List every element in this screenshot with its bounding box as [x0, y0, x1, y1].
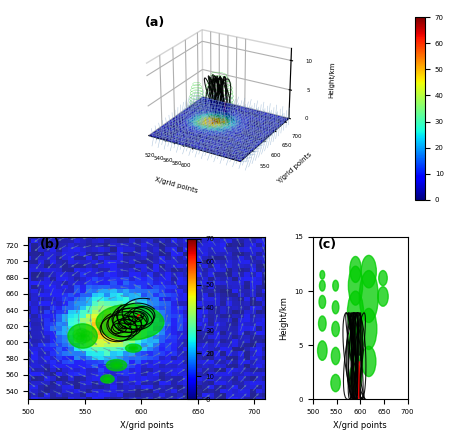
Ellipse shape [361, 255, 376, 288]
Ellipse shape [76, 329, 87, 337]
Ellipse shape [73, 329, 85, 339]
Text: (c): (c) [318, 238, 337, 251]
Ellipse shape [81, 335, 90, 342]
Ellipse shape [127, 321, 145, 331]
Ellipse shape [112, 319, 131, 329]
Ellipse shape [106, 378, 111, 381]
Ellipse shape [125, 312, 146, 324]
Ellipse shape [116, 363, 123, 367]
Ellipse shape [361, 309, 377, 349]
Ellipse shape [111, 361, 120, 366]
Ellipse shape [331, 347, 340, 365]
Ellipse shape [68, 324, 97, 348]
Ellipse shape [128, 347, 135, 350]
Ellipse shape [115, 365, 122, 368]
Ellipse shape [106, 359, 127, 371]
Ellipse shape [379, 270, 387, 286]
Ellipse shape [100, 375, 114, 383]
Ellipse shape [81, 330, 90, 337]
Ellipse shape [347, 291, 364, 334]
Text: (a): (a) [145, 16, 165, 29]
Ellipse shape [76, 335, 87, 344]
Ellipse shape [130, 348, 135, 351]
X-axis label: X/grid points: X/grid points [120, 421, 174, 430]
Ellipse shape [359, 270, 378, 322]
Ellipse shape [350, 256, 361, 283]
Ellipse shape [319, 280, 325, 291]
Ellipse shape [110, 362, 118, 367]
Ellipse shape [319, 316, 326, 331]
X-axis label: X/grid points: X/grid points [154, 176, 198, 194]
Ellipse shape [108, 378, 111, 380]
Ellipse shape [331, 375, 340, 392]
Ellipse shape [134, 347, 138, 349]
Ellipse shape [132, 346, 137, 349]
Ellipse shape [73, 333, 84, 342]
Ellipse shape [81, 331, 92, 341]
Ellipse shape [96, 304, 164, 340]
Text: (b): (b) [40, 238, 61, 251]
Ellipse shape [129, 345, 136, 349]
Ellipse shape [362, 346, 376, 377]
Ellipse shape [110, 364, 118, 368]
Ellipse shape [132, 348, 137, 351]
Ellipse shape [104, 376, 109, 379]
Ellipse shape [118, 312, 138, 323]
Ellipse shape [114, 362, 122, 366]
Ellipse shape [106, 377, 111, 379]
X-axis label: X/grid points: X/grid points [333, 421, 387, 430]
Y-axis label: Y/grid points: Y/grid points [276, 152, 313, 185]
Ellipse shape [103, 377, 108, 380]
Ellipse shape [129, 317, 149, 328]
Ellipse shape [104, 378, 109, 382]
Ellipse shape [103, 378, 108, 381]
Ellipse shape [349, 364, 362, 392]
Ellipse shape [320, 270, 325, 279]
Ellipse shape [116, 321, 140, 333]
Ellipse shape [126, 344, 141, 352]
Ellipse shape [110, 314, 132, 326]
Ellipse shape [348, 266, 363, 305]
Y-axis label: Height/km: Height/km [280, 296, 289, 340]
Ellipse shape [112, 365, 120, 369]
Ellipse shape [332, 301, 339, 314]
Ellipse shape [332, 322, 339, 336]
Ellipse shape [319, 296, 326, 309]
Ellipse shape [378, 287, 388, 306]
Ellipse shape [348, 326, 363, 365]
Ellipse shape [318, 341, 327, 360]
Ellipse shape [129, 346, 134, 349]
Ellipse shape [333, 280, 338, 291]
